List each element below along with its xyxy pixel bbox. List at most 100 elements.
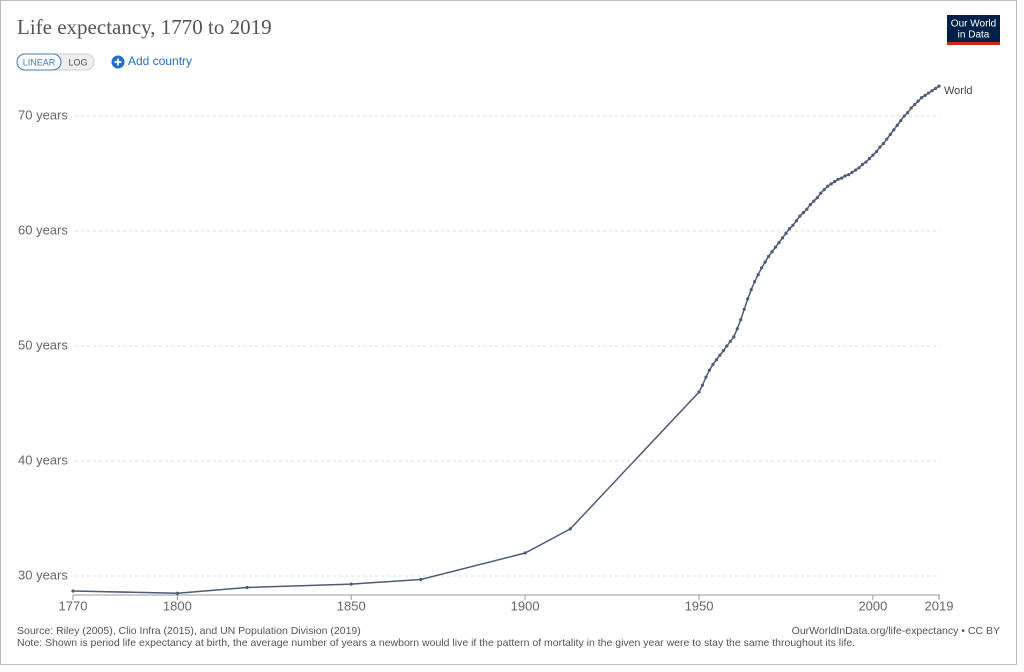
point (857, 166, 861, 170)
point (746, 297, 750, 301)
point (826, 184, 830, 188)
add-plus (114, 58, 122, 66)
point (895, 123, 899, 127)
point (728, 339, 732, 344)
point (833, 179, 837, 184)
point (916, 99, 920, 103)
point (864, 160, 868, 164)
point (888, 132, 892, 137)
logo-text: in Data (958, 30, 990, 41)
point (836, 177, 840, 181)
point (753, 280, 757, 284)
point (874, 150, 878, 154)
point (756, 273, 760, 277)
point (787, 227, 792, 231)
point (721, 349, 725, 353)
point (878, 145, 882, 149)
point (871, 153, 875, 157)
point (902, 114, 906, 118)
point (523, 551, 527, 555)
chart-title: Life expectancy, 1770 to 2019 (17, 15, 272, 39)
x-tick-label: 1950 (685, 598, 714, 613)
point (822, 188, 826, 192)
point (707, 368, 712, 372)
y-tick-label: 60 years (18, 222, 68, 237)
point (906, 110, 910, 115)
point (819, 191, 823, 195)
point (805, 207, 809, 211)
url: OurWorldInData.org/life-expectancy • CC … (792, 625, 1000, 637)
point (700, 383, 705, 387)
point (860, 162, 865, 166)
logo-bar (947, 42, 1000, 45)
point (780, 236, 785, 240)
logo[interactable] (947, 15, 1000, 45)
y-tick-label: 50 years (18, 337, 68, 352)
linear-button[interactable] (16, 53, 62, 71)
point (899, 119, 903, 123)
point (770, 250, 774, 254)
point (349, 582, 353, 586)
point (933, 86, 938, 91)
point (732, 335, 736, 339)
y-tick-label: 40 years (18, 452, 68, 467)
add-country[interactable]: Add country (128, 54, 192, 68)
linear-label[interactable]: LINEAR (23, 57, 56, 67)
point (245, 585, 249, 590)
point (829, 182, 833, 186)
point (735, 327, 739, 331)
point (714, 358, 719, 362)
point (812, 199, 816, 203)
point (850, 170, 854, 174)
point (773, 245, 778, 249)
x-tick-label: 1850 (337, 598, 366, 613)
point (840, 176, 844, 180)
point (175, 591, 179, 595)
x-tick-label: 2000 (858, 598, 887, 613)
point (766, 254, 771, 258)
point (704, 375, 708, 379)
point (711, 362, 715, 367)
point (937, 84, 941, 88)
point (808, 202, 812, 207)
point (777, 240, 781, 245)
point (763, 260, 767, 264)
point (923, 93, 927, 97)
series-label: World (944, 85, 973, 97)
point (739, 317, 743, 322)
x-tick-label: 2019 (925, 598, 954, 613)
point (742, 307, 746, 311)
x-tick-label: 1770 (59, 598, 88, 613)
point (892, 128, 896, 132)
point (843, 174, 847, 178)
point (846, 173, 851, 177)
point (801, 211, 805, 215)
point (920, 96, 924, 100)
point (798, 214, 802, 218)
log-label[interactable]: LOG (68, 57, 87, 67)
x-tick-label: 1900 (511, 598, 540, 613)
point (760, 266, 764, 270)
point (71, 589, 75, 593)
point (930, 89, 934, 93)
point (881, 142, 885, 146)
point (909, 106, 913, 110)
point (568, 527, 572, 531)
point (926, 91, 931, 95)
point (791, 223, 795, 227)
point (784, 231, 788, 235)
y-tick-label: 30 years (18, 567, 68, 582)
point (749, 288, 753, 292)
point (419, 577, 423, 582)
logo-text: Our World (951, 19, 996, 30)
point (913, 102, 917, 107)
point (718, 353, 722, 357)
x-tick-label: 1800 (163, 598, 192, 613)
point (697, 390, 701, 394)
point (853, 168, 858, 172)
point (815, 196, 819, 200)
point (867, 156, 872, 161)
source: Source: Riley (2005), Clio Infra (2015),… (17, 625, 361, 637)
point (794, 219, 799, 223)
